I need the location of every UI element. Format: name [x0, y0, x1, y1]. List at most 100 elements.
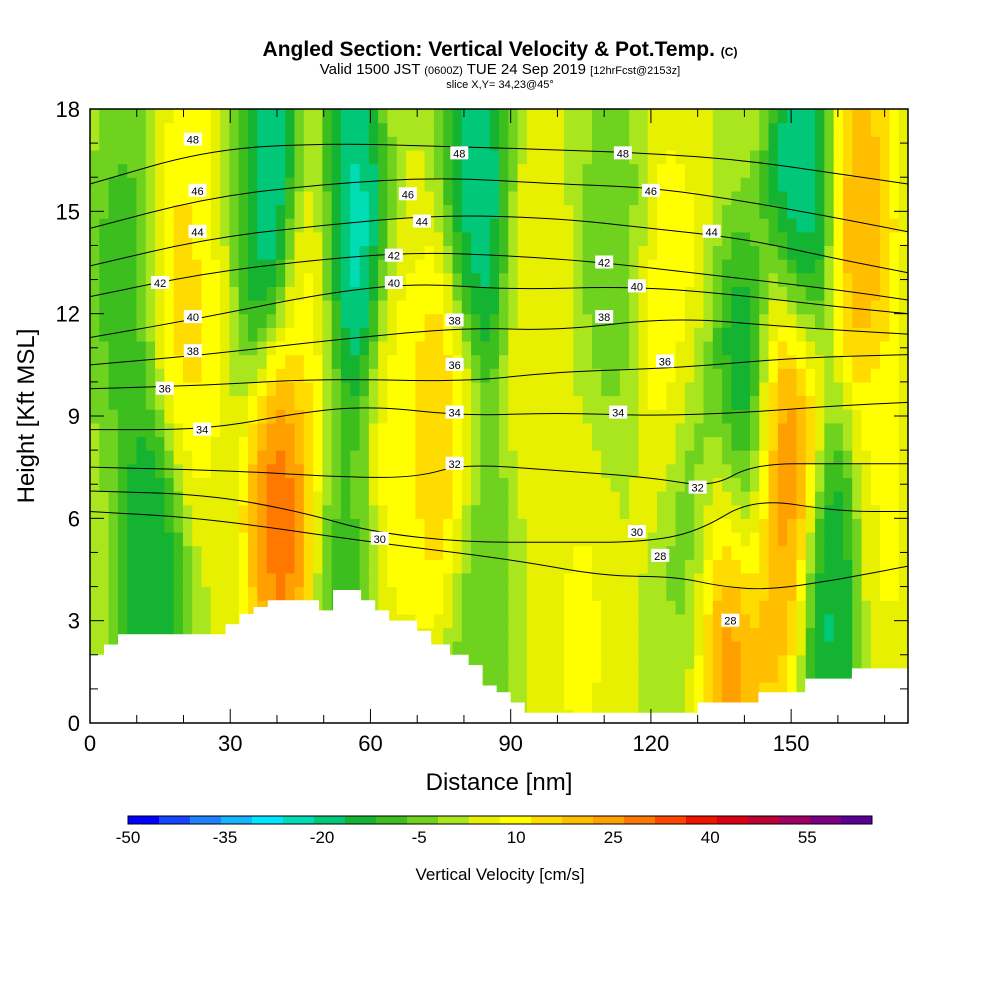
field-cell — [238, 136, 249, 151]
field-cell — [712, 450, 723, 465]
field-cell — [499, 600, 509, 615]
field-cell — [173, 504, 184, 519]
field-cell — [229, 136, 240, 151]
field-cell — [294, 477, 305, 492]
field-cell — [229, 477, 240, 492]
field-cell — [99, 136, 110, 151]
field-cell — [638, 531, 649, 547]
field-cell — [545, 504, 556, 519]
field-cell — [647, 450, 658, 465]
field-cell — [387, 477, 398, 492]
field-cell — [582, 204, 593, 219]
field-cell — [173, 463, 184, 478]
field-cell — [238, 491, 249, 506]
field-cell — [861, 218, 872, 233]
field-cell — [164, 286, 175, 301]
field-cell — [461, 381, 472, 397]
field-cell — [703, 545, 714, 560]
field-cell — [173, 600, 184, 615]
field-cell — [508, 654, 519, 670]
field-cell — [536, 641, 547, 656]
field-cell — [694, 450, 705, 465]
field-cell — [722, 627, 732, 642]
field-cell — [331, 231, 342, 247]
field-cell — [749, 340, 760, 356]
field-cell — [443, 149, 454, 165]
field-cell — [842, 368, 853, 383]
field-cell — [331, 572, 342, 588]
field-cell — [657, 463, 667, 478]
field-cell — [433, 354, 444, 369]
field-cell — [731, 450, 742, 465]
field-cell — [536, 300, 547, 315]
field-cell — [489, 190, 500, 206]
field-cell — [545, 450, 556, 465]
field-cell — [210, 559, 221, 574]
field-cell — [749, 559, 760, 574]
field-cell — [591, 149, 602, 165]
field-cell — [248, 463, 258, 478]
contour-label-bg — [688, 480, 707, 494]
field-cell — [694, 368, 705, 383]
field-cell — [489, 300, 500, 315]
field-cell — [629, 354, 640, 369]
field-cell — [164, 409, 175, 424]
field-cell — [787, 122, 798, 137]
field-cell — [694, 559, 705, 574]
field-cell — [313, 463, 323, 478]
field-cell — [703, 668, 714, 683]
contour-label-bg — [721, 613, 740, 627]
field-cell — [889, 368, 900, 383]
field-cell — [749, 477, 760, 492]
field-cell — [740, 149, 751, 165]
field-cell — [536, 654, 547, 670]
field-cell — [731, 491, 742, 506]
field-cell — [526, 491, 537, 506]
field-cell — [768, 259, 779, 274]
field-cell — [703, 409, 714, 424]
field-cell — [545, 436, 556, 451]
field-cell — [340, 272, 351, 287]
field-cell — [406, 395, 416, 410]
field-cell — [499, 545, 509, 560]
field-cell — [731, 600, 742, 615]
field-cell — [294, 354, 305, 369]
field-cell — [359, 559, 370, 574]
field-cell — [210, 518, 221, 533]
field-cell — [182, 559, 193, 574]
field-cell — [210, 286, 221, 301]
field-cell — [248, 149, 258, 165]
field-cell — [731, 559, 742, 574]
field-cell — [759, 272, 770, 287]
field-cell — [536, 381, 547, 397]
field-cell — [90, 641, 100, 656]
field-cell — [545, 613, 556, 629]
contour-label-bg — [445, 456, 464, 470]
field-cell — [192, 450, 203, 465]
field-cell — [220, 177, 231, 192]
colorbar-swatch — [655, 816, 687, 824]
field-cell — [759, 354, 770, 369]
field-cell — [740, 572, 751, 588]
field-cell — [415, 409, 426, 424]
field-cell — [499, 327, 509, 342]
field-cell — [210, 149, 221, 165]
field-cell — [173, 259, 184, 274]
field-cell — [257, 177, 268, 192]
field-cell — [787, 395, 798, 410]
contour-label-bg — [445, 313, 464, 327]
field-cell — [573, 668, 584, 683]
field-cell — [285, 272, 296, 287]
field-cell — [731, 136, 742, 151]
field-cell — [378, 109, 389, 124]
field-cell — [238, 572, 249, 588]
field-cell — [787, 436, 798, 451]
field-cell — [526, 572, 537, 588]
field-cell — [480, 586, 491, 601]
field-cell — [350, 572, 361, 588]
field-cell — [805, 463, 816, 478]
field-cell — [889, 190, 900, 206]
field-cell — [740, 613, 751, 629]
field-cell — [433, 204, 444, 219]
field-cell — [294, 368, 305, 383]
